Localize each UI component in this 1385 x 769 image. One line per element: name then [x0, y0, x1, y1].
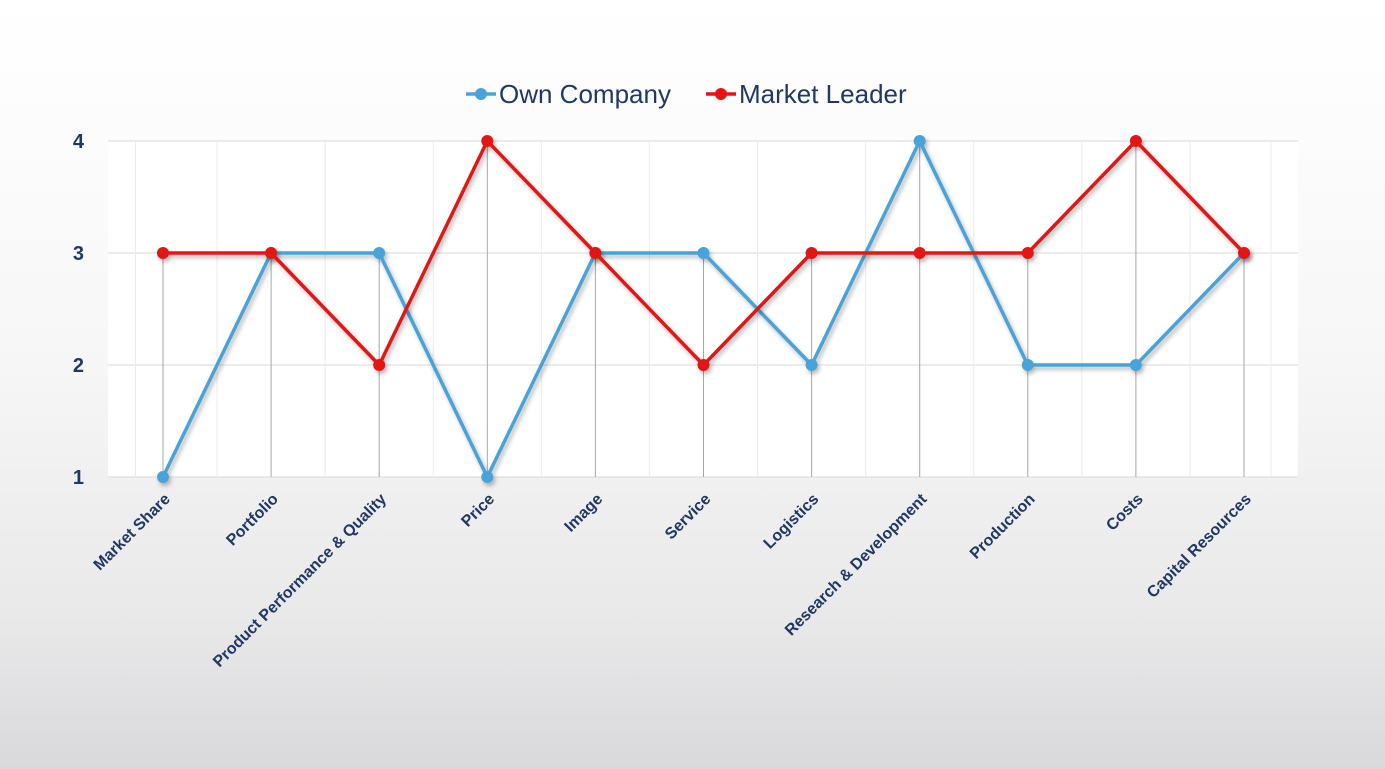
point-market-leader-capital-resources — [1238, 247, 1250, 259]
x-tick-label-product-performance-quality: Product Performance & Quality — [210, 491, 390, 671]
point-own-company-costs — [1129, 359, 1142, 371]
point-market-leader-service — [697, 359, 710, 371]
point-market-leader-product-performance-quality — [373, 359, 386, 371]
legend-item-market-leader: Market Leader — [706, 79, 907, 109]
y-axis: 1 2 3 4 — [73, 131, 85, 489]
point-market-leader-logistics — [805, 247, 818, 259]
y-tick-label-3: 3 — [73, 243, 84, 265]
point-market-leader-research-development — [913, 247, 926, 259]
x-tick-label-logistics: Logistics — [761, 491, 823, 553]
point-market-leader-market-share — [157, 247, 169, 259]
series-layer — [157, 135, 1250, 483]
legend-marker-own-company — [475, 88, 487, 100]
x-tick-label-capital-resources: Capital Resources — [1144, 491, 1255, 602]
point-own-company-service — [697, 247, 710, 259]
x-tick-label-market-share: Market Share — [91, 491, 174, 574]
y-tick-label-4: 4 — [73, 131, 85, 153]
point-own-company-research-development — [913, 135, 926, 147]
y-tick-label-2: 2 — [73, 355, 84, 377]
series-market-leader — [157, 135, 1250, 371]
y-tick-label-1: 1 — [73, 467, 84, 489]
point-own-company-production — [1021, 359, 1034, 371]
point-market-leader-price — [481, 135, 494, 147]
point-own-company-logistics — [805, 359, 818, 371]
point-market-leader-costs — [1129, 135, 1142, 147]
legend: Own Company Market Leader — [466, 79, 907, 109]
x-tick-label-image: Image — [562, 491, 607, 536]
x-tick-label-portfolio: Portfolio — [223, 491, 282, 550]
point-market-leader-production — [1021, 247, 1034, 259]
x-tick-label-price: Price — [458, 491, 498, 531]
legend-label-market-leader: Market Leader — [739, 79, 907, 109]
legend-item-own-company: Own Company — [466, 79, 671, 109]
point-own-company-product-performance-quality — [373, 247, 386, 259]
legend-marker-market-leader — [715, 88, 727, 100]
point-own-company-market-share — [157, 471, 169, 483]
point-market-leader-image — [589, 247, 602, 259]
x-tick-label-service: Service — [662, 491, 714, 543]
point-market-leader-portfolio — [265, 247, 278, 259]
x-tick-label-costs: Costs — [1103, 491, 1147, 535]
legend-label-own-company: Own Company — [499, 79, 671, 109]
x-tick-label-production: Production — [967, 491, 1039, 563]
point-own-company-price — [481, 471, 494, 483]
